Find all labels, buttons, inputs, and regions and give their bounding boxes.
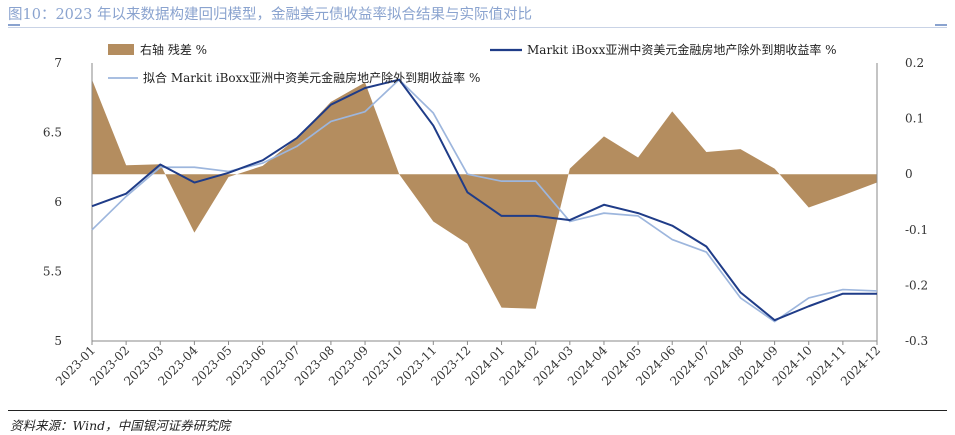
title-corner-mark-right	[935, 24, 947, 26]
title-corner-mark-left	[8, 24, 20, 26]
source-note: 资料来源：Wind，中国银河证券研究院	[10, 418, 231, 433]
legend-label-fitted: 拟合 Markit iBoxx亚洲中资美元金融房地产除外到期收益率 %	[143, 70, 480, 85]
right-tick-label: -0.2	[905, 278, 928, 292]
residual-area-layer	[92, 79, 877, 309]
left-tick-label: 6.5	[43, 126, 62, 140]
legend: 右轴 残差 % Markit iBoxx亚洲中资美元金融房地产除外到期收益率 %…	[108, 42, 837, 85]
legend-swatch-residual	[108, 44, 134, 55]
left-tick-label: 5	[54, 334, 62, 348]
fitted-yield-line	[91, 78, 878, 323]
right-tick-label: 0.2	[905, 56, 924, 70]
left-tick-label: 7	[54, 56, 62, 70]
figure-title: 图10：2023 年以来数据构建回归模型，金融美元债收益率拟合结果与实际值对比	[8, 7, 532, 23]
line-layer	[91, 78, 878, 323]
actual-yield-line	[91, 78, 877, 322]
chart-area: 55.566.57-0.3-0.2-0.100.10.22023-012023-…	[43, 42, 928, 388]
right-tick-label: -0.3	[905, 334, 928, 348]
footer-divider	[8, 410, 947, 411]
right-tick-label: -0.1	[905, 223, 928, 237]
left-tick-label: 5.5	[43, 265, 62, 279]
right-tick-label: 0	[905, 167, 913, 181]
right-tick-label: 0.1	[905, 112, 924, 126]
residual-area	[92, 79, 877, 309]
legend-label-residual: 右轴 残差 %	[140, 42, 207, 57]
title-divider	[8, 27, 947, 28]
legend-label-actual: Markit iBoxx亚洲中资美元金融房地产除外到期收益率 %	[527, 42, 837, 57]
left-tick-label: 6	[54, 195, 62, 209]
